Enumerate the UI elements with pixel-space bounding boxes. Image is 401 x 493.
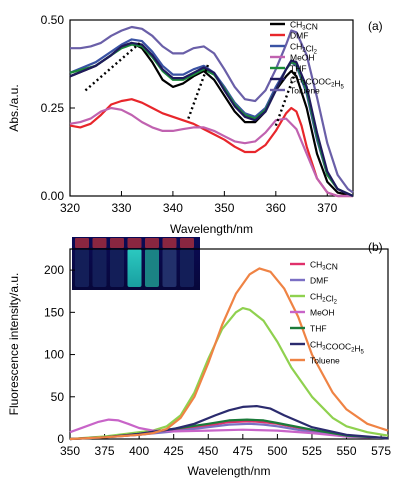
x-tick-label: 400 [129, 444, 149, 458]
vial [110, 249, 124, 287]
legend-entry: CH3COOC2H5 [310, 340, 365, 356]
legend-entry: CH2Cl2 [290, 42, 317, 56]
x-tick-label: 425 [164, 444, 184, 458]
x-tick-label: 375 [95, 444, 115, 458]
x-tick-label: 475 [233, 444, 253, 458]
x-tick-label: 450 [198, 444, 218, 458]
y-tick-label: 0.00 [41, 189, 65, 203]
vial [162, 249, 177, 287]
panel-label: (b) [368, 240, 383, 254]
y-tick-label: 0.25 [41, 101, 65, 115]
series-line [69, 41, 354, 198]
x-tick-label: 575 [371, 444, 391, 458]
x-tick-label: 330 [111, 201, 131, 215]
legend-entry: MeOH [290, 53, 315, 63]
x-axis-label: Wavelength/nm [170, 222, 253, 236]
x-tick-label: 350 [214, 201, 234, 215]
vial [145, 249, 159, 287]
vial-cap [145, 238, 159, 248]
legend-entry: Toluene [310, 356, 340, 366]
series-line [69, 38, 354, 198]
y-axis-label: Abs./a.u. [7, 84, 21, 131]
x-tick-label: 350 [60, 444, 80, 458]
legend-entry: CH3CN [310, 260, 338, 272]
legend-entry: Toluene [290, 86, 320, 96]
vial-cap [162, 238, 177, 248]
vial-cap [92, 238, 107, 248]
vial-cap [75, 238, 89, 248]
vial [180, 249, 194, 287]
vial [127, 249, 142, 287]
panel-label: (a) [368, 19, 383, 33]
legend-entry: CH3CN [290, 20, 318, 32]
legend-entry: MeOH [310, 308, 335, 318]
y-tick-label: 0.50 [41, 13, 65, 27]
legend-entry: CH2Cl2 [310, 292, 337, 306]
plot-frame [69, 248, 389, 440]
x-tick-label: 525 [302, 444, 322, 458]
y-tick-label: 50 [51, 390, 65, 404]
y-tick-label: 100 [44, 348, 64, 362]
y-tick-label: 150 [44, 305, 64, 319]
vial [92, 249, 107, 287]
series-line [70, 25, 354, 194]
legend-entry: THF [290, 64, 307, 74]
x-tick-label: 500 [267, 444, 287, 458]
chart-panel-b: 350 375 400 425 450 475 500 525 550 575 0 50 100 150 2… [7, 237, 391, 478]
x-tick-label: 370 [317, 201, 337, 215]
y-axis-label: Fluorescence intensity/a.u. [7, 273, 21, 416]
vial-cap [127, 238, 142, 248]
legend-entry: DMF [310, 276, 328, 286]
x-tick-label: 340 [163, 201, 183, 215]
inset-photo [72, 237, 200, 290]
legend-entry: THF [310, 324, 327, 334]
legend-entry: DMF [290, 31, 308, 41]
series-line [69, 106, 353, 198]
x-tick-label: 360 [266, 201, 286, 215]
x-axis-label: Wavelength/nm [188, 464, 271, 478]
legend-entry: CH3COOC2H5 [290, 75, 345, 91]
x-tick-label: 550 [337, 444, 357, 458]
series-line [69, 418, 389, 440]
series-line [69, 98, 353, 198]
vial-cap [180, 238, 194, 248]
vial [75, 249, 89, 287]
chart-panel-a: 320 330 340 350 360 370 0.00 0.25 0.50 Wavelength… [7, 13, 383, 236]
series-line [69, 267, 389, 441]
y-tick-label: 200 [44, 263, 64, 277]
vial-cap [110, 238, 124, 248]
y-tick-label: 0 [57, 432, 64, 446]
x-tick-label: 320 [60, 201, 80, 215]
